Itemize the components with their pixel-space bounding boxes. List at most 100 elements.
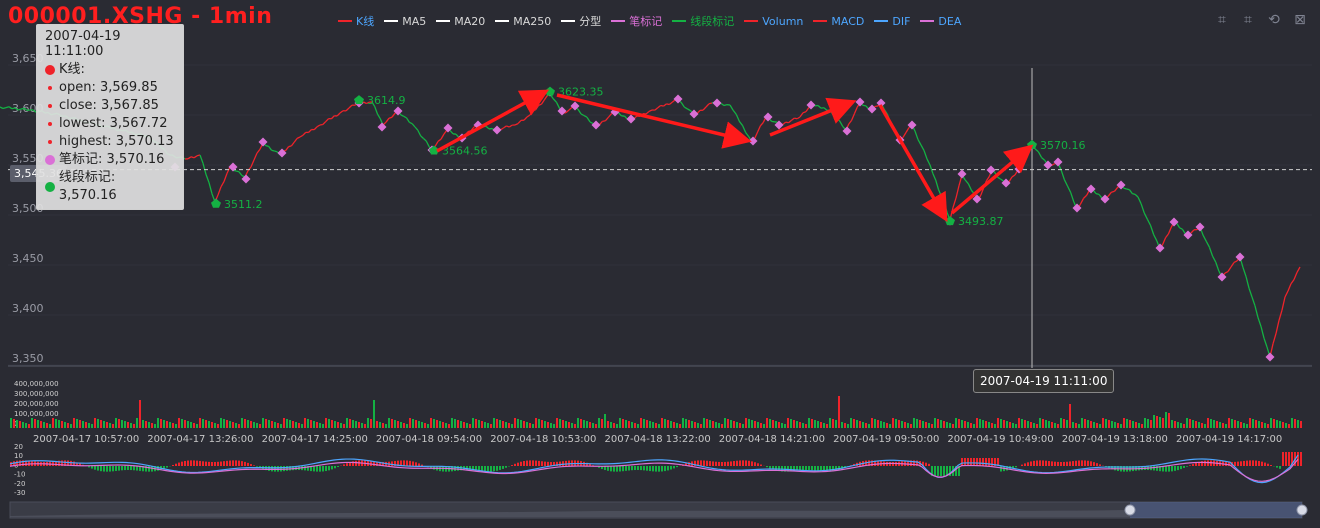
kline-segment — [1137, 196, 1142, 205]
volume-bar — [607, 421, 609, 428]
volume-bar — [1141, 424, 1143, 428]
volume-bar — [415, 420, 417, 428]
kline-segment — [208, 182, 213, 194]
volume-bar — [1216, 421, 1218, 428]
bi-marker — [377, 122, 387, 132]
volume-bar — [466, 423, 468, 428]
legend-item[interactable]: 线段标记 — [672, 13, 734, 29]
macd-bar — [607, 466, 609, 471]
macd-tick-label: -10 — [14, 471, 25, 479]
volume-bar — [574, 424, 576, 428]
volume-bar — [1072, 422, 1074, 428]
datazoom-handle-icon[interactable] — [1124, 504, 1136, 516]
kline-segment — [1242, 267, 1247, 277]
tooltip-row: close: 3,567.85 — [45, 97, 175, 115]
volume-bar — [37, 420, 39, 428]
volume-bar — [298, 423, 300, 428]
legend-item[interactable]: 分型 — [561, 13, 601, 29]
zoom-reset-icon[interactable]: ⌗ — [1244, 12, 1252, 28]
kline-segment — [391, 112, 396, 118]
macd-bar — [1279, 466, 1281, 469]
volume-bar — [892, 418, 894, 428]
volume-bar — [895, 419, 897, 428]
legend-item[interactable]: 笔标记 — [611, 13, 662, 29]
legend-item[interactable]: Volumn — [744, 13, 803, 29]
kline-segment — [805, 107, 810, 112]
macd-bar — [562, 461, 564, 466]
volume-bar — [763, 424, 765, 428]
legend-item[interactable]: DEA — [920, 13, 961, 29]
macd-bar — [955, 466, 957, 476]
volume-bar — [1267, 424, 1269, 428]
legend-item[interactable]: MA5 — [384, 13, 426, 29]
volume-bar — [484, 422, 486, 428]
volume-bar — [1060, 418, 1062, 428]
kline-segment — [1111, 190, 1115, 193]
macd-bar — [97, 466, 99, 471]
kline-segment — [1114, 186, 1119, 192]
macd-bar — [220, 461, 222, 466]
volume-bar — [202, 419, 204, 428]
volume-bar — [97, 419, 99, 428]
kline-segment — [671, 99, 676, 103]
kline-segment — [657, 104, 662, 109]
kline-segment — [388, 116, 393, 119]
kline-segment — [660, 104, 664, 107]
macd-bar — [538, 460, 540, 466]
volume-bar — [307, 419, 309, 428]
volume-bar — [316, 422, 318, 428]
volume-bar — [1252, 419, 1254, 428]
legend-item[interactable]: MACD — [813, 13, 864, 29]
save-image-icon[interactable]: ⊠ — [1294, 12, 1306, 28]
volume-bar — [436, 420, 438, 428]
macd-bar — [664, 466, 666, 472]
restore-icon[interactable]: ⟲ — [1268, 12, 1280, 28]
macd-bar — [730, 461, 732, 466]
volume-bar — [976, 418, 978, 428]
zoom-icon[interactable]: ⌗ — [1218, 12, 1226, 28]
bi-marker — [1155, 243, 1165, 253]
volume-bar — [430, 418, 432, 428]
datazoom-window — [1130, 502, 1302, 518]
macd-bar — [475, 466, 477, 471]
macd-bar — [988, 458, 990, 466]
volume-bar — [1102, 418, 1104, 428]
volume-bar — [481, 421, 483, 428]
volume-bar — [949, 423, 951, 428]
volume-bar — [886, 423, 888, 428]
macd-bar — [748, 460, 750, 466]
volume-bar — [151, 423, 153, 428]
volume-bar — [232, 422, 234, 428]
kline-segment — [920, 144, 925, 151]
volume-bar — [823, 423, 825, 428]
volume-bar — [1147, 419, 1149, 428]
kline-segment — [602, 120, 606, 123]
kline-segment — [296, 136, 301, 139]
macd-bar — [526, 460, 528, 466]
macd-bar — [1000, 466, 1002, 472]
macd-bar — [307, 466, 309, 471]
kline-segment — [508, 124, 513, 128]
volume-bar — [991, 423, 993, 428]
legend-item[interactable]: MA20 — [436, 13, 485, 29]
volume-bar — [73, 418, 75, 428]
macd-bar — [1207, 460, 1209, 466]
volume-bar — [1297, 420, 1299, 428]
kline-segment — [1008, 176, 1013, 183]
volume-bar — [1258, 421, 1260, 428]
kline-segment — [1063, 179, 1069, 187]
volume-bar — [1084, 419, 1086, 428]
volume-bar — [667, 420, 669, 428]
tooltip-series: K线: — [59, 62, 85, 77]
datazoom-handle-icon[interactable] — [1296, 504, 1308, 516]
kline-segment — [1143, 212, 1149, 220]
legend-item[interactable]: MA250 — [495, 13, 551, 29]
volume-bar — [406, 424, 408, 428]
bi-marker — [1169, 217, 1179, 227]
legend-item[interactable]: DIF — [874, 13, 910, 29]
legend-item[interactable]: K线 — [338, 13, 374, 29]
macd-bar — [985, 458, 987, 466]
kline-segment — [565, 109, 570, 114]
volume-bar — [1078, 424, 1080, 428]
kline-segment — [403, 115, 407, 119]
